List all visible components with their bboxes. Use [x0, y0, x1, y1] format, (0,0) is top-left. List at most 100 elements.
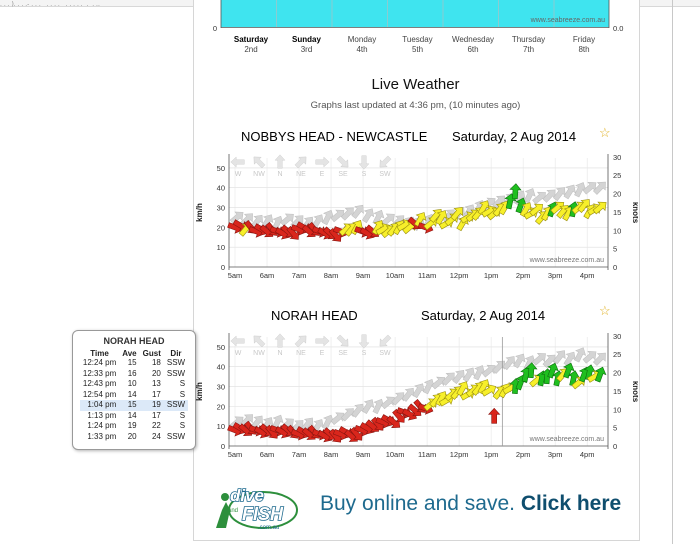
- x-tick: 12pm: [450, 450, 469, 459]
- x-tick: 8am: [324, 271, 339, 280]
- tooltip-cell: 15: [127, 358, 137, 367]
- y-axis-label-left: km/h: [195, 382, 204, 401]
- direction-legend-label: N: [277, 350, 282, 357]
- y-tick-left: 30: [217, 383, 225, 392]
- tooltip-cell: 22: [151, 421, 161, 430]
- wind-arrow: [435, 210, 448, 226]
- y-tick-right: 30: [613, 153, 621, 162]
- gust-arrow: [553, 187, 566, 202]
- gust-arrow: [574, 182, 587, 198]
- gust-arrow: [492, 195, 505, 209]
- forecast-chart: www.seabreeze.com.au 0 0.0: [213, 0, 623, 33]
- logo-and-text: and: [228, 508, 238, 514]
- station-name-norah: NORAH HEAD: [271, 308, 358, 323]
- gust-arrow: [592, 352, 606, 366]
- tooltip-header: Dir: [170, 349, 182, 358]
- tooltip-cell: S: [179, 389, 186, 399]
- y-tick-right: 25: [613, 171, 621, 180]
- y-tick-left: 30: [217, 204, 225, 213]
- gust-arrow: [401, 387, 415, 402]
- y-axis-label-right: knots: [631, 202, 638, 224]
- dive-and-fish-ad[interactable]: dive and FISH .com.au Buy online and sav…: [205, 478, 635, 536]
- forecast-zero-left: 0: [213, 24, 217, 33]
- tooltip-row: 12:43 pm 10 13 S: [80, 379, 188, 390]
- tooltip-title: NORAH HEAD: [103, 336, 165, 346]
- forecast-day-date: 7th: [522, 45, 535, 54]
- tooltip-cell: 12:43 pm: [82, 379, 117, 388]
- y-tick-left: 0: [221, 442, 225, 451]
- direction-legend-label: SE: [338, 171, 348, 178]
- gust-arrow: [340, 207, 354, 221]
- graphs-updated-text: Graphs last updated at 4:36 pm, (10 minu…: [310, 100, 521, 111]
- tooltip-cell: S: [179, 379, 186, 388]
- live-weather-title: Live Weather: [371, 76, 460, 93]
- forecast-day: Thursday 7th: [499, 35, 559, 55]
- forecast-day-name: Monday: [347, 35, 377, 44]
- forecast-day: Tuesday 5th: [388, 35, 448, 55]
- x-tick: 8am: [324, 450, 339, 459]
- direction-legend-label: SW: [379, 171, 391, 178]
- wind-arrow: [481, 384, 497, 397]
- x-tick: 6am: [260, 271, 275, 280]
- x-tick: 11am: [418, 271, 436, 280]
- y-tick-right: 5: [613, 424, 617, 433]
- tooltip-cell: SSW: [166, 358, 186, 367]
- tooltip-cell: 1:24 pm: [87, 421, 117, 430]
- y-axis-label-left: km/h: [195, 203, 204, 222]
- y-tick-left: 40: [217, 363, 225, 372]
- tooltip-cell: 19: [139, 400, 164, 411]
- wind-tooltip: NORAH HEAD Time Ave Gust Dir 12:24 pm 15 1…: [72, 330, 196, 450]
- wind-arrow: [592, 201, 607, 215]
- direction-legend-arrow: [379, 155, 392, 168]
- y-tick-left: 0: [221, 263, 225, 272]
- wind-arrow: [401, 408, 417, 421]
- direction-legend-arrow: [315, 335, 330, 347]
- forecast-day-labels: Saturday 2nd Sunday 3rd Monday 4th Tuesday 5th W…: [218, 35, 608, 57]
- x-tick: 9am: [356, 271, 371, 280]
- y-axis-label-right: knots: [631, 381, 638, 403]
- station-date-norah: Saturday, 2 Aug 2014: [421, 308, 546, 323]
- tooltip-cell: 20: [127, 431, 137, 441]
- x-tick: 4pm: [580, 450, 595, 459]
- gust-arrow: [441, 372, 455, 386]
- x-tick: 5am: [228, 271, 243, 280]
- tooltip-cell: 15: [119, 400, 140, 411]
- gust-arrow: [542, 189, 556, 203]
- direction-legend-label: NW: [253, 171, 265, 178]
- favourite-star-icon[interactable]: ☆: [599, 303, 611, 318]
- wind-arrow: [529, 203, 543, 217]
- tooltip-row: 1:24 pm 19 22 S: [80, 421, 188, 432]
- x-tick: 6am: [260, 450, 275, 459]
- station-name-nobbys: NOBBYS HEAD - NEWCASTLE: [241, 129, 428, 144]
- gust-arrow: [351, 204, 364, 219]
- forecast-watermark: www.seabreeze.com.au: [530, 17, 605, 24]
- wind-arrow: [392, 408, 405, 423]
- tooltip-cell: 17: [151, 410, 161, 420]
- direction-legend-label: W: [235, 350, 242, 357]
- y-tick-left: 20: [217, 402, 225, 411]
- gust-arrow: [582, 181, 597, 195]
- ad-headline[interactable]: Buy online and save. Click here: [320, 492, 621, 516]
- tooltip-row: 12:54 pm 14 17 S: [80, 390, 188, 401]
- direction-legend-arrow: [294, 335, 307, 348]
- gust-arrow: [462, 367, 475, 383]
- tooltip-row: 12:33 pm 16 20 SSW: [80, 369, 188, 380]
- x-tick: 5am: [228, 450, 243, 459]
- tooltip-cell: 1:04 pm: [79, 400, 120, 411]
- tooltip-row: 1:33 pm 20 24 SSW: [80, 432, 188, 443]
- gust-arrow: [372, 398, 385, 415]
- gust-arrow: [532, 353, 546, 366]
- tooltip-cell: 1:33 pm: [87, 431, 117, 441]
- y-tick-left: 20: [217, 223, 225, 232]
- x-tick: 4pm: [580, 271, 595, 280]
- direction-legend-arrow: [274, 154, 286, 169]
- y-tick-left: 10: [217, 243, 225, 252]
- forecast-day-date: 8th: [578, 45, 590, 54]
- ad-click-here-link[interactable]: Click here: [520, 492, 622, 515]
- direction-legend-label: E: [320, 171, 325, 178]
- favourite-star-icon[interactable]: ☆: [599, 125, 611, 140]
- tooltip-cell: 1:13 pm: [87, 410, 117, 420]
- direction-legend-label: NW: [253, 350, 265, 357]
